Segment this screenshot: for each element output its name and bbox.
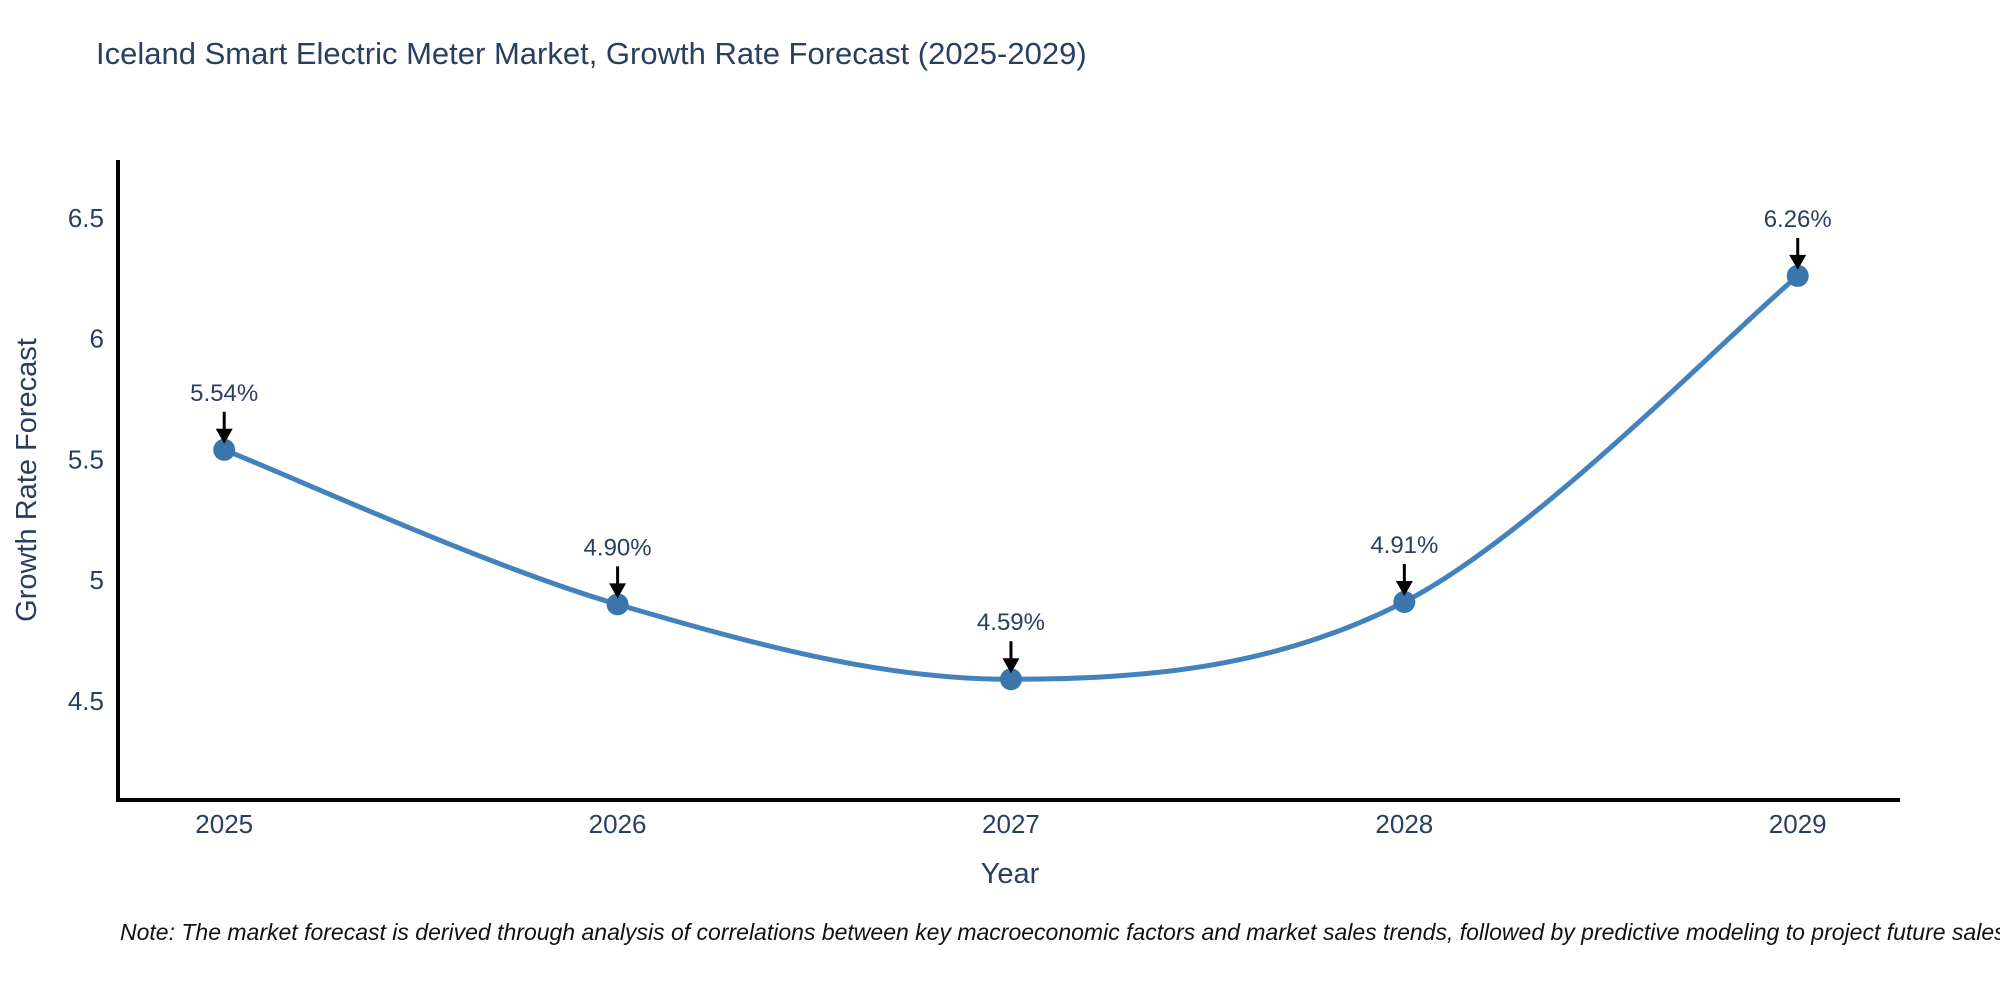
x-tick-label: 2026: [589, 809, 647, 839]
annotation-arrowhead-icon: [609, 583, 627, 599]
data-point-marker: [213, 438, 236, 461]
point-value-label: 4.59%: [977, 609, 1045, 636]
x-tick-label: 2029: [1769, 809, 1827, 839]
data-point-marker: [999, 668, 1022, 691]
annotation-arrowhead-icon: [1789, 254, 1807, 270]
x-tick-label: 2028: [1375, 809, 1433, 839]
y-tick-label: 4.5: [68, 686, 104, 716]
footnote: Note: The market forecast is derived thr…: [120, 919, 2000, 945]
annotation-arrowhead-icon: [1002, 658, 1020, 674]
x-axis-title: Year: [981, 858, 1040, 890]
point-value-label: 6.26%: [1764, 206, 1832, 233]
axes: [116, 160, 1900, 802]
point-value-label: 5.54%: [190, 380, 258, 407]
x-tick-label: 2027: [982, 809, 1040, 839]
y-tick-label: 5.5: [68, 444, 104, 474]
tick-labels: 4.5 5 5.5 6 6.5 2025 2026 2027 2028 2029: [68, 203, 1827, 839]
point-value-label: 4.90%: [584, 534, 652, 561]
data-point-marker: [1786, 264, 1809, 287]
y-tick-label: 6: [90, 324, 104, 354]
data-series: [213, 264, 1809, 691]
y-tick-label: 5: [90, 565, 104, 595]
data-point-marker: [1393, 590, 1416, 613]
annotation-arrowhead-icon: [215, 428, 233, 444]
x-tick-label: 2025: [195, 809, 253, 839]
y-axis-title: Growth Rate Forecast: [11, 338, 43, 622]
y-tick-label: 6.5: [68, 203, 104, 233]
annotation-arrowhead-icon: [1395, 580, 1413, 596]
chart-title: Iceland Smart Electric Meter Market, Gro…: [96, 36, 1087, 71]
annotations: 5.54% 4.90% 4.59% 4.91% 6.26%: [190, 206, 1832, 674]
point-value-label: 4.91%: [1370, 532, 1438, 559]
data-point-marker: [606, 593, 629, 616]
